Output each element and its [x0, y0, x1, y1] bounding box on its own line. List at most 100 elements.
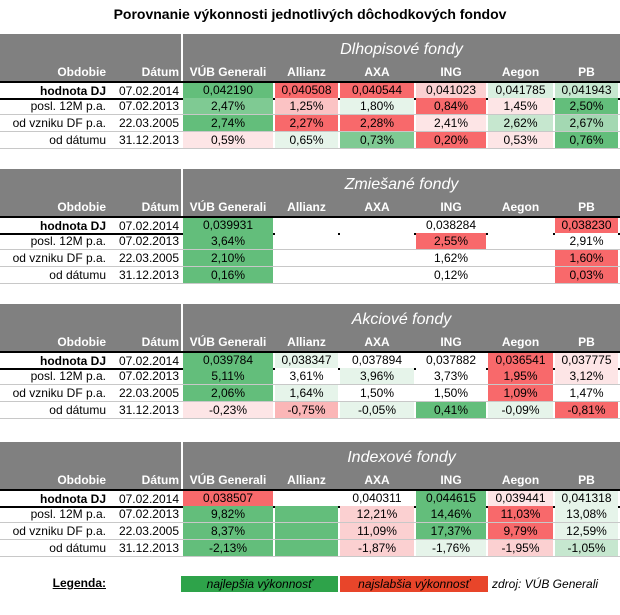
- value-cell: 2,62%: [488, 115, 553, 131]
- column-header: PB: [578, 65, 595, 79]
- value-cell: 1,50%: [340, 385, 414, 401]
- row-date: 22.03.2005: [118, 116, 179, 130]
- value-cell: 2,10%: [183, 250, 273, 266]
- column-header: Obdobie: [57, 335, 106, 349]
- row-label: hodnota DJ: [40, 354, 106, 368]
- row-date: 07.02.2013: [118, 507, 179, 521]
- column-header: ING: [440, 200, 462, 214]
- row-date: 22.03.2005: [118, 524, 179, 538]
- column-header: ING: [440, 65, 462, 79]
- value-cell: 8,37%: [183, 523, 273, 539]
- column-header: AXA: [364, 65, 390, 79]
- value-cell: -0,75%: [275, 402, 338, 418]
- value-cell: -2,13%: [183, 540, 273, 556]
- table-row: od dátumu 31.12.2013 -0,23% -0,75% -0,05% 0,4…: [0, 402, 620, 419]
- column-header: ING: [440, 335, 462, 349]
- value-cell: -0,81%: [555, 402, 618, 418]
- value-cell: 2,67%: [555, 115, 618, 131]
- value-cell: 0,037882: [416, 353, 486, 368]
- value-cell: [275, 540, 338, 556]
- value-cell: 0,12%: [416, 267, 486, 283]
- table-row: posl. 12M p.a. 07.02.2013 9,82% 12,21% 14,46…: [0, 506, 620, 523]
- value-cell: -1,87%: [340, 540, 414, 556]
- value-cell: 0,73%: [340, 132, 414, 148]
- value-cell: -0,23%: [183, 402, 273, 418]
- value-cell: 0,041943: [555, 83, 618, 98]
- section-title: Indexové fondy: [347, 449, 456, 466]
- row-label: posl. 12M p.a.: [30, 369, 106, 383]
- value-cell: 9,82%: [183, 506, 273, 522]
- row-label: od dátumu: [49, 133, 106, 147]
- section-header: Indexové fondy Obdobie Dátum VÚB Generali Al…: [0, 442, 620, 489]
- value-cell: 11,09%: [340, 523, 414, 539]
- table-row: od dátumu 31.12.2013 0,59% 0,65% 0,73% 0,20% 0…: [0, 132, 620, 149]
- section-title: Dlhopisové fondy: [340, 41, 463, 58]
- value-cell: 14,46%: [416, 506, 486, 522]
- value-cell: 1,09%: [488, 385, 553, 401]
- value-cell: 11,03%: [488, 506, 553, 522]
- value-cell: 13,08%: [555, 506, 618, 522]
- legend-worst: najslabšia výkonnosť: [340, 576, 488, 592]
- column-header: AXA: [364, 200, 390, 214]
- column-header: Allianz: [287, 335, 326, 349]
- value-cell: 0,038347: [275, 353, 338, 368]
- section-header: Zmiešané fondy Obdobie Dátum VÚB Generali Al…: [0, 169, 620, 216]
- row-date: 31.12.2013: [118, 541, 179, 555]
- column-header: Obdobie: [57, 200, 106, 214]
- value-cell: 12,21%: [340, 506, 414, 522]
- value-cell: -1,95%: [488, 540, 553, 556]
- value-cell: 0,041318: [555, 491, 618, 506]
- row-label: hodnota DJ: [40, 492, 106, 506]
- row-label: od vzniku DF p.a.: [12, 386, 106, 400]
- header-divider: [181, 442, 183, 489]
- column-header: VÚB Generali: [189, 200, 267, 214]
- row-date: 31.12.2013: [118, 268, 179, 282]
- column-header: Dátum: [141, 200, 179, 214]
- column-header: VÚB Generali: [189, 473, 267, 487]
- value-cell: 1,45%: [488, 98, 553, 114]
- column-header: Allianz: [287, 200, 326, 214]
- column-header: AXA: [364, 473, 390, 487]
- row-label: posl. 12M p.a.: [30, 507, 106, 521]
- value-cell: [275, 267, 338, 283]
- value-cell: 0,041785: [488, 83, 553, 98]
- value-cell: 1,47%: [555, 385, 618, 401]
- value-cell: -0,09%: [488, 402, 553, 418]
- column-header: Allianz: [287, 473, 326, 487]
- value-cell: 5,11%: [183, 368, 273, 384]
- value-cell: 0,038284: [416, 218, 486, 233]
- section-header: Akciové fondy Obdobie Dátum VÚB Generali All…: [0, 304, 620, 351]
- table-row: od vzniku DF p.a. 22.03.2005 2,74% 2,27% 2,2…: [0, 115, 620, 132]
- value-cell: 0,037775: [555, 353, 618, 368]
- value-cell: -0,05%: [340, 402, 414, 418]
- value-cell: [488, 233, 553, 249]
- row-date: 22.03.2005: [118, 251, 179, 265]
- row-label: od dátumu: [49, 403, 106, 417]
- value-cell: 1,80%: [340, 98, 414, 114]
- legend-best: najlepšia výkonnosť: [181, 576, 338, 592]
- value-cell: 0,03%: [555, 267, 618, 283]
- column-header: ING: [440, 473, 462, 487]
- value-cell: 2,41%: [416, 115, 486, 131]
- header-divider: [181, 169, 183, 216]
- table-row: posl. 12M p.a. 07.02.2013 3,64% 2,55% 2,91%: [0, 233, 620, 250]
- value-cell: 0,042190: [183, 83, 273, 98]
- value-cell: 0,039784: [183, 353, 273, 368]
- column-header: Aegon: [501, 200, 540, 214]
- value-cell: 2,91%: [555, 233, 618, 249]
- value-cell: 0,039931: [183, 218, 273, 233]
- value-cell: 0,76%: [555, 132, 618, 148]
- value-cell: 0,59%: [183, 132, 273, 148]
- row-label: hodnota DJ: [40, 219, 106, 233]
- row-label: posl. 12M p.a.: [30, 99, 106, 113]
- value-cell: 2,50%: [555, 98, 618, 114]
- column-header: Aegon: [501, 65, 540, 79]
- row-label: od dátumu: [49, 541, 106, 555]
- value-cell: 0,039441: [488, 491, 553, 506]
- row-date: 07.02.2014: [118, 84, 179, 98]
- row-label: od vzniku DF p.a.: [12, 524, 106, 538]
- row-date: 07.02.2014: [118, 219, 179, 233]
- header-divider: [181, 304, 183, 351]
- value-cell: 0,16%: [183, 267, 273, 283]
- value-cell: 2,55%: [416, 233, 486, 249]
